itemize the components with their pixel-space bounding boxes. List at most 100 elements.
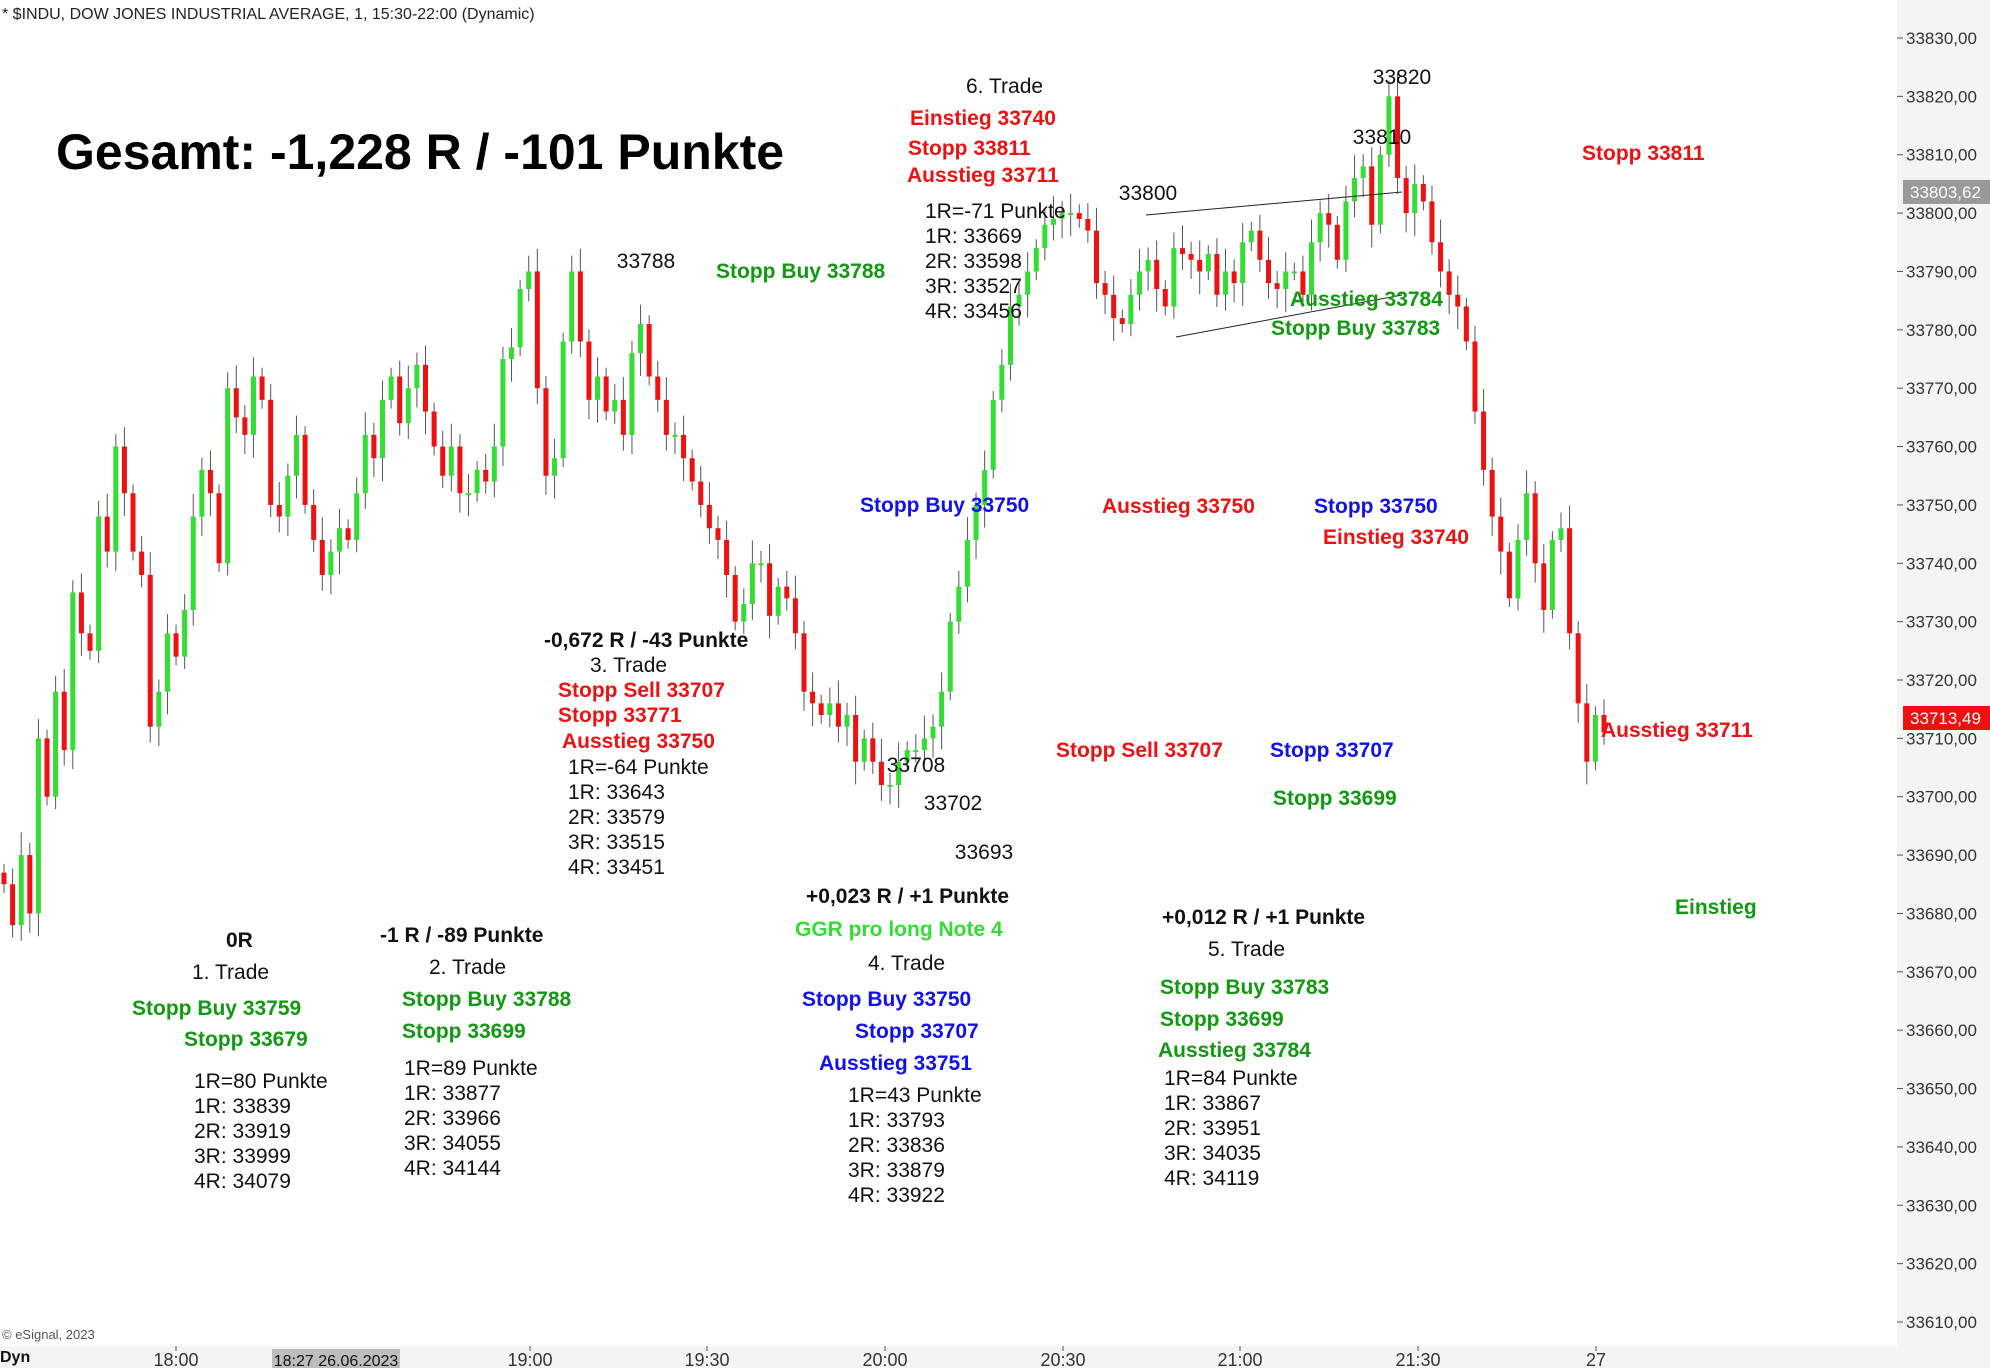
- candle-body: [285, 475, 291, 517]
- level: 1R: 33793: [848, 1109, 945, 1132]
- candle-body: [388, 376, 394, 400]
- level: 1R: 33839: [194, 1095, 291, 1118]
- trade6-levels: 1R=-71 Punkte 1R: 33669 2R: 33598 3R: 33…: [925, 199, 1066, 324]
- candle-body: [1601, 715, 1607, 733]
- candle-body: [1334, 224, 1340, 260]
- candle-body: [810, 691, 816, 704]
- level: 1R=-64 Punkte: [568, 756, 709, 779]
- candle-body: [1248, 230, 1254, 243]
- candle-body: [1463, 306, 1469, 342]
- trade6-exit: Ausstieg 33711: [907, 164, 1059, 187]
- level: 4R: 34144: [404, 1157, 501, 1180]
- trade1-name: 1. Trade: [192, 961, 270, 984]
- candle-body: [345, 528, 351, 540]
- y-tick-label: 33740,00: [1906, 554, 1977, 573]
- candle-body: [1076, 213, 1082, 219]
- trade2-result: -1 R / -89 Punkte: [380, 924, 544, 947]
- y-tick-label: 33650,00: [1906, 1080, 1977, 1099]
- candle-body: [1291, 271, 1297, 274]
- level: 1R=89 Punkte: [404, 1057, 538, 1080]
- candle-body: [448, 446, 454, 476]
- candle-body: [259, 376, 265, 400]
- trade4-levels: 1R=43 Punkte 1R: 33793 2R: 33836 3R: 338…: [848, 1083, 982, 1208]
- level: 3R: 34035: [1164, 1142, 1261, 1165]
- label-einstieg-33740: Einstieg 33740: [1323, 526, 1469, 549]
- candle-body: [182, 609, 188, 657]
- candle-body: [1584, 703, 1590, 762]
- trade3-stop: Stopp 33771: [558, 704, 682, 727]
- candle-body: [921, 738, 927, 751]
- candle-body: [1549, 539, 1555, 610]
- candle-body: [681, 434, 687, 459]
- candle-body: [1154, 259, 1160, 289]
- trade4-entry: Stopp Buy 33750: [802, 988, 972, 1011]
- y-tick-label: 33830,00: [1906, 29, 1977, 48]
- candle-body: [302, 434, 308, 505]
- pivot-label: 33693: [955, 841, 1013, 864]
- candle-body: [1472, 341, 1478, 412]
- y-tick-label: 33620,00: [1906, 1255, 1977, 1274]
- candle-body: [1059, 213, 1065, 219]
- candle-body: [741, 604, 747, 622]
- candle-body: [1438, 242, 1444, 272]
- candle-body: [268, 399, 274, 505]
- candle-body: [414, 364, 420, 389]
- trade3-result: -0,672 R / -43 Punkte: [544, 629, 749, 652]
- candle-body: [620, 399, 626, 435]
- x-tick-label: 19:00: [507, 1350, 552, 1368]
- y-tick-label: 33610,00: [1906, 1313, 1977, 1332]
- candle-body: [930, 726, 936, 739]
- candle-body: [663, 399, 669, 435]
- candle-body: [878, 761, 884, 786]
- level: 4R: 34079: [194, 1170, 291, 1193]
- candle-body: [1266, 259, 1272, 284]
- y-tick-label: 33760,00: [1906, 438, 1977, 457]
- upper-trendline: [1145, 191, 1403, 216]
- price-point-labels: 33788 33800 33810 33820 33708 33702 33693: [617, 66, 1431, 864]
- candle-body: [147, 574, 153, 727]
- level: 1R: 33877: [404, 1082, 501, 1105]
- y-tick-label: 33810,00: [1906, 146, 1977, 165]
- level: 3R: 33879: [848, 1159, 945, 1182]
- candle-body: [1524, 493, 1530, 540]
- candle-body: [70, 592, 76, 751]
- candle-body: [87, 633, 93, 651]
- candle-body: [96, 516, 102, 651]
- candle-body: [379, 399, 385, 459]
- level: 1R=80 Punkte: [194, 1070, 328, 1093]
- candle-body: [1119, 318, 1125, 324]
- candle-body: [1128, 294, 1134, 324]
- trade3-entry: Stopp Sell 33707: [558, 679, 725, 702]
- x-tick-label: 27: [1586, 1350, 1606, 1368]
- y-tick-label: 33720,00: [1906, 671, 1977, 690]
- candle-body: [603, 376, 609, 412]
- candle-body: [311, 504, 317, 540]
- candle-body: [792, 598, 798, 634]
- candle-body: [130, 493, 136, 552]
- candle-body: [1136, 271, 1142, 295]
- y-tick-label: 33680,00: [1906, 904, 1977, 923]
- label-stopp-buy-33750: Stopp Buy 33750: [860, 494, 1030, 517]
- pivot-label: 33810: [1353, 126, 1411, 149]
- candle-body: [1420, 183, 1426, 202]
- candle-body: [689, 458, 695, 482]
- candle-body: [784, 586, 790, 599]
- trade4-stop: Stopp 33707: [855, 1020, 979, 1043]
- y-tick-label: 33700,00: [1906, 788, 1977, 807]
- trade2-stop: Stopp 33699: [402, 1020, 526, 1043]
- trade6-name: 6. Trade: [966, 75, 1044, 98]
- candles: [1, 73, 1607, 941]
- dynamic-mode-label[interactable]: Dyn: [0, 1349, 31, 1366]
- candle-body: [758, 563, 764, 566]
- candle-body: [1093, 230, 1099, 284]
- candle-body: [543, 388, 549, 476]
- candle-body: [577, 271, 583, 342]
- candle-body: [1145, 259, 1151, 272]
- candle-body: [1257, 230, 1263, 260]
- candle-body: [939, 691, 945, 727]
- level: 1R: 33669: [925, 225, 1022, 248]
- candle-body: [397, 376, 403, 424]
- pivot-label: 33788: [617, 250, 675, 273]
- candle-body: [1558, 528, 1564, 540]
- trade5-stop: Stopp 33699: [1160, 1008, 1284, 1031]
